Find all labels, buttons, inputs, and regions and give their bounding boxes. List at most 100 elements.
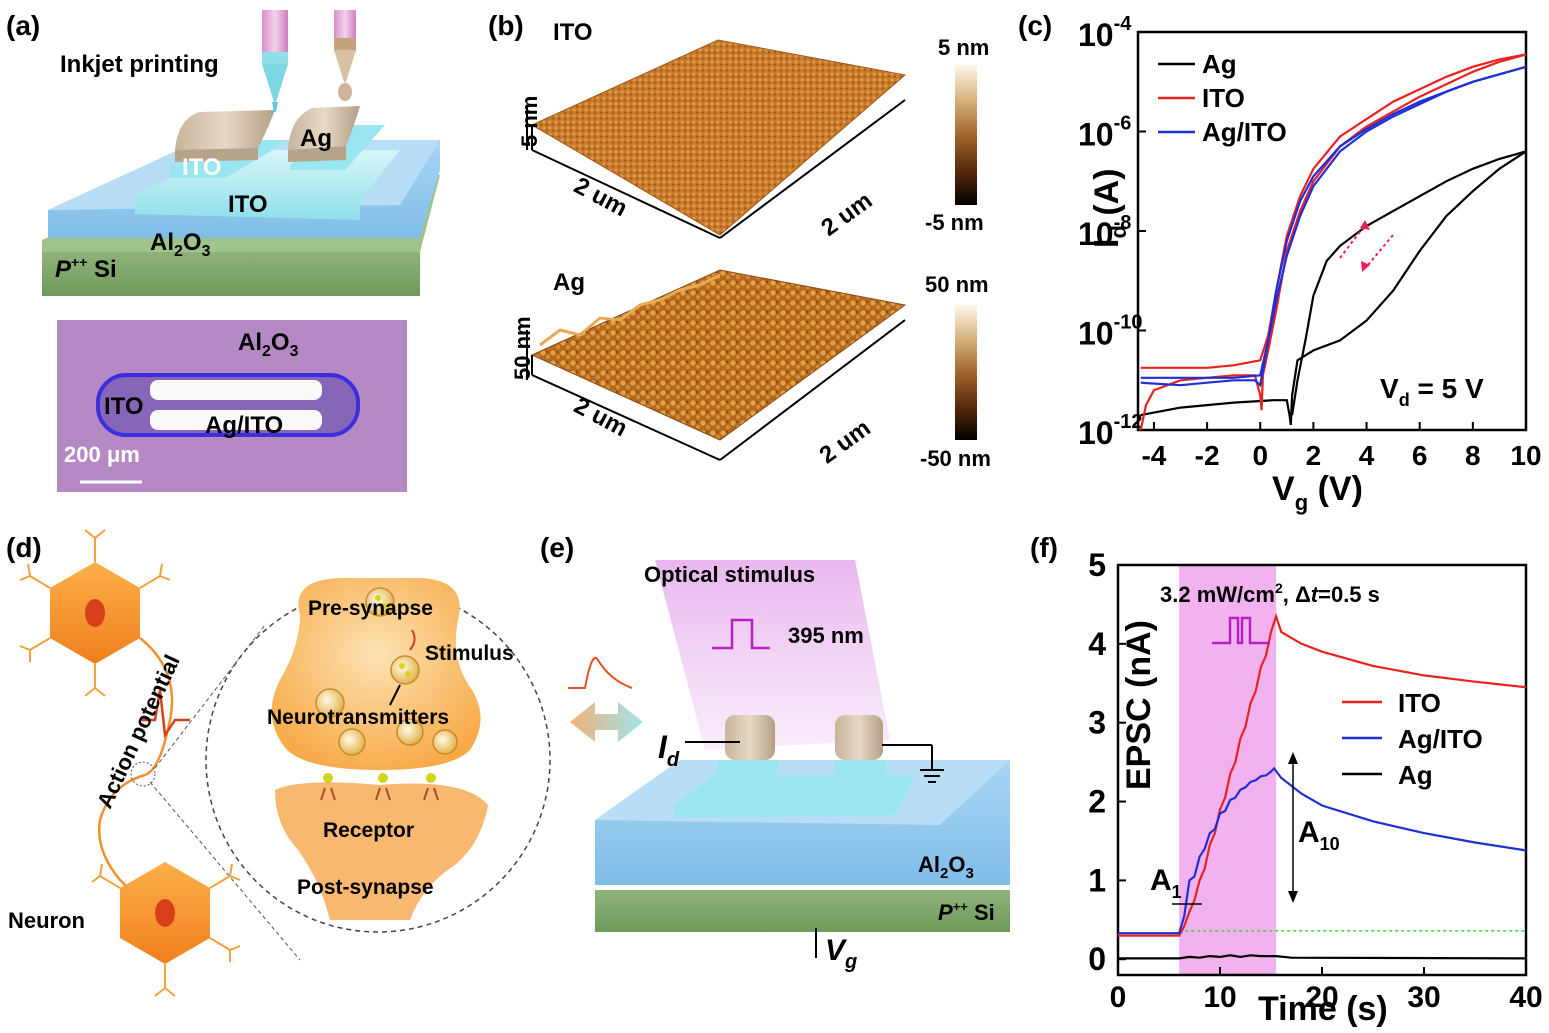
panel-d-label: (d) — [6, 532, 42, 563]
panel-e: (e) 395 nm Optical stimulus Id — [540, 520, 1050, 1028]
label-ag: Ag — [300, 125, 332, 152]
stimulus-arrow — [409, 629, 416, 651]
e-spike — [568, 657, 633, 689]
electrode-left — [175, 110, 275, 150]
label-post-synapse: Post-synapse — [297, 876, 434, 899]
legend-f-ag: Ag — [1398, 760, 1433, 790]
pulse-train-icon — [1212, 616, 1270, 645]
colorbar-ag — [955, 305, 977, 440]
pulse-icon — [712, 618, 770, 650]
panel-e-label: (e) — [540, 532, 575, 563]
panel-f-label: (f) — [1030, 532, 1058, 563]
chart-f-ytick-label: 2 — [1088, 784, 1106, 820]
cb-ag-top: 50 nm — [925, 272, 989, 297]
ink-droplet — [338, 83, 352, 101]
label-al2o3: Al2O3 — [150, 229, 211, 260]
chart-c-ytick-label: 10-10 — [1078, 312, 1143, 352]
chart-f-xtick-label: 40 — [1509, 981, 1542, 1014]
chart-f-series-ito — [1118, 612, 1527, 937]
chart-f-xtick-label: 30 — [1407, 981, 1440, 1014]
label-a10: A10 — [1298, 816, 1340, 854]
chart-c-xtick-label: -2 — [1195, 440, 1220, 471]
e-label-al2o3: Al2O3 — [918, 852, 974, 882]
vesicles — [315, 587, 458, 756]
light-window — [1179, 565, 1277, 975]
afm-ito-x2: 2 um — [816, 187, 877, 242]
chart-f-ytick-label: 5 — [1088, 547, 1106, 583]
label-neurotransmitters: Neurotransmitters — [267, 706, 449, 729]
micro-scale-label: 200 μm — [64, 442, 140, 467]
chart-c-annotation: Vd = 5 V — [1380, 373, 1484, 410]
chart-c-xtick-label: -4 — [1141, 440, 1166, 471]
panel-a: (a) Inkjet printing — [0, 0, 470, 500]
e-electrode-right — [835, 715, 883, 760]
chart-f-series-ag-ito — [1118, 766, 1527, 935]
chart-f-ytick-label: 0 — [1088, 941, 1106, 977]
receptors — [320, 787, 439, 801]
chart-c-frame — [1136, 30, 1528, 432]
chart-c-xlabel: Vg (V) — [1272, 470, 1363, 515]
legend-c-ito: ITO — [1202, 83, 1245, 113]
micro-agito: Ag/ITO — [205, 412, 283, 439]
synapse-diagram: Action potential Neuron Pre-synapse Stim… — [8, 529, 551, 997]
afm-ag-x2: 2 um — [814, 414, 875, 469]
chart-c-ytick-label: 10-6 — [1078, 113, 1131, 153]
chart-f-xlabel: Time (s) — [1258, 990, 1388, 1028]
micrograph-electrode-bot — [150, 410, 322, 430]
chart-f-ytick-label: 3 — [1088, 705, 1106, 741]
afm-ag-x1: 2 um — [570, 392, 632, 442]
device-schematic-a: Inkjet printing ITO Ag ITO Al2O3 P++ Si … — [42, 10, 440, 492]
panel-a-label: (a) — [6, 10, 41, 41]
legend-f: ITO Ag/ITO Ag — [1342, 688, 1483, 790]
afm-images: 5 nm ITO 2 um 2 um 5 nm -5 nm 50 nm Ag 2… — [510, 19, 991, 471]
cb-ag-bot: -50 nm — [920, 446, 991, 471]
micro-ito: ITO — [104, 393, 144, 420]
epsc-chart: 0 10 20 30 40 0 1 2 3 4 5 3.2 mW/cm2, Δt=0.5 s ITO… — [1088, 547, 1542, 1028]
action-potential-spike — [140, 689, 190, 739]
chart-c-series-ag-ito-rev — [1140, 65, 1527, 379]
legend-c-ag: Ag — [1202, 49, 1237, 79]
legend-c: Ag ITO Ag/ITO — [1158, 49, 1287, 147]
ground-icon — [882, 744, 944, 783]
legend-f-agito: Ag/ITO — [1398, 724, 1483, 754]
afm-ito-title: ITO — [553, 19, 593, 46]
chart-f-xtick-label: 20 — [1305, 981, 1338, 1014]
cb-ito-top: 5 nm — [938, 35, 989, 60]
label-p-si: P++ Si — [55, 254, 117, 283]
label-ito-2: ITO — [228, 191, 268, 218]
chart-c-xtick-label: 8 — [1465, 440, 1481, 471]
afm-surface-ag — [530, 269, 907, 441]
chart-c-series-ito-rev — [1140, 53, 1527, 369]
label-vg: Vg — [825, 934, 857, 973]
chart-f-ytick-label: 1 — [1088, 862, 1106, 898]
bidirectional-arrow — [570, 702, 643, 742]
sweep-arrows — [1339, 220, 1394, 272]
chart-c-xtick-label: 0 — [1252, 440, 1268, 471]
electrode-right — [288, 106, 360, 150]
panel-b-label: (b) — [488, 10, 524, 41]
micrograph-electrode-top — [150, 380, 322, 400]
e-si-substrate — [595, 890, 1010, 932]
si-substrate — [42, 252, 420, 296]
label-wavelength: 395 nm — [788, 623, 864, 648]
afm-ag-z: 50 nm — [510, 316, 535, 380]
label-neuron: Neuron — [8, 908, 85, 933]
panel-c: (c) -4 -2 0 2 4 6 8 10 10-12 10-10 10-8 10-6 10-4 Ag… — [1010, 0, 1549, 520]
label-inkjet: Inkjet printing — [60, 51, 219, 78]
chart-f-xtick-label: 0 — [1110, 981, 1127, 1014]
afm-surface-ito — [530, 39, 907, 236]
label-optical-stimulus: Optical stimulus — [644, 562, 815, 587]
pre-synapse — [271, 578, 481, 770]
afm-ito-x1: 2 um — [570, 172, 632, 222]
chart-c-ytick-label: 10-12 — [1078, 411, 1143, 451]
chart-c-ytick-label: 10-4 — [1078, 13, 1132, 53]
panel-c-label: (c) — [1018, 10, 1053, 41]
synapse-magnifier — [130, 761, 156, 787]
label-receptor: Receptor — [323, 819, 414, 842]
chart-c-series-ag-ito-fwd — [1140, 65, 1527, 388]
cb-ito-bot: -5 nm — [925, 210, 984, 235]
afm-ito-z: 5 nm — [517, 96, 542, 147]
label-id: Id — [658, 729, 680, 771]
chart-f-series-ag — [1118, 954, 1527, 960]
